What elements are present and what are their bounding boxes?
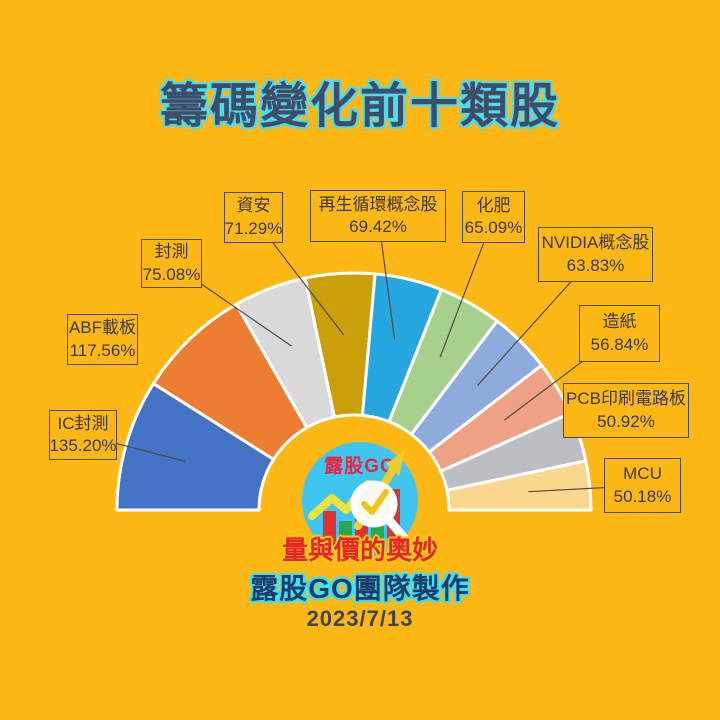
slice-value: 71.29%	[224, 218, 283, 238]
callout-slice-6: 化肥 65.09%	[462, 191, 525, 243]
bar	[339, 521, 352, 547]
slice-value: 69.42%	[349, 217, 407, 236]
logo-brand-text: 露股GO	[324, 456, 396, 477]
footer-team-credit: 露股GO團隊製作	[250, 573, 470, 604]
slice-value: 65.09%	[464, 218, 523, 237]
callout-slice-7: NVIDIA概念股 63.83%	[538, 227, 653, 282]
slice-value: 117.56%	[69, 340, 136, 360]
slice-value: 56.84%	[590, 334, 649, 354]
page-title: 籌碼變化前十類股	[159, 78, 560, 134]
slice-value: 50.92%	[597, 411, 655, 431]
bar	[323, 511, 336, 547]
fan-slice-10	[445, 459, 593, 512]
slice-label: NVIDIA概念股	[541, 233, 650, 253]
callout-slice-1: IC封測 135.20%	[49, 410, 117, 460]
magnifier-handle-icon	[384, 515, 410, 544]
slice-value: 50.18%	[613, 486, 672, 506]
slice-label: IC封測	[57, 413, 109, 433]
slice-value: 63.83%	[566, 255, 625, 275]
up-arrow-head-icon	[386, 450, 405, 476]
callout-slice-3: 封測 75.08%	[141, 239, 202, 288]
slice-label: 造紙	[602, 312, 637, 332]
footer-date: 2023/7/13	[306, 606, 414, 631]
slice-label: MCU	[623, 464, 662, 484]
slice-label: 封測	[154, 242, 189, 262]
callout-slice-4: 資安 71.29%	[224, 192, 283, 243]
slice-label: ABF載板	[68, 318, 137, 338]
slice-value: 135.20%	[49, 436, 117, 455]
check-icon	[361, 489, 389, 515]
logo-tagline: 量與價的奧妙	[281, 535, 438, 565]
callout-slice-9: PCB印刷電路板 50.92%	[563, 383, 689, 438]
callout-slice-2: ABF載板 117.56%	[67, 314, 138, 365]
callout-slice-10: MCU 50.18%	[604, 458, 681, 513]
brand-logo: 露股GO	[302, 442, 418, 558]
slice-label: 再生循環概念股	[318, 194, 438, 214]
slice-label: 化肥	[476, 195, 511, 215]
logo-art	[308, 450, 410, 544]
callout-slice-8: 造紙 56.84%	[579, 305, 660, 362]
slice-label: 資安	[236, 196, 271, 216]
slice-label: PCB印刷電路板	[566, 389, 686, 409]
slice-value: 75.08%	[142, 264, 201, 284]
callout-slice-5: 再生循環概念股 69.42%	[310, 190, 446, 242]
